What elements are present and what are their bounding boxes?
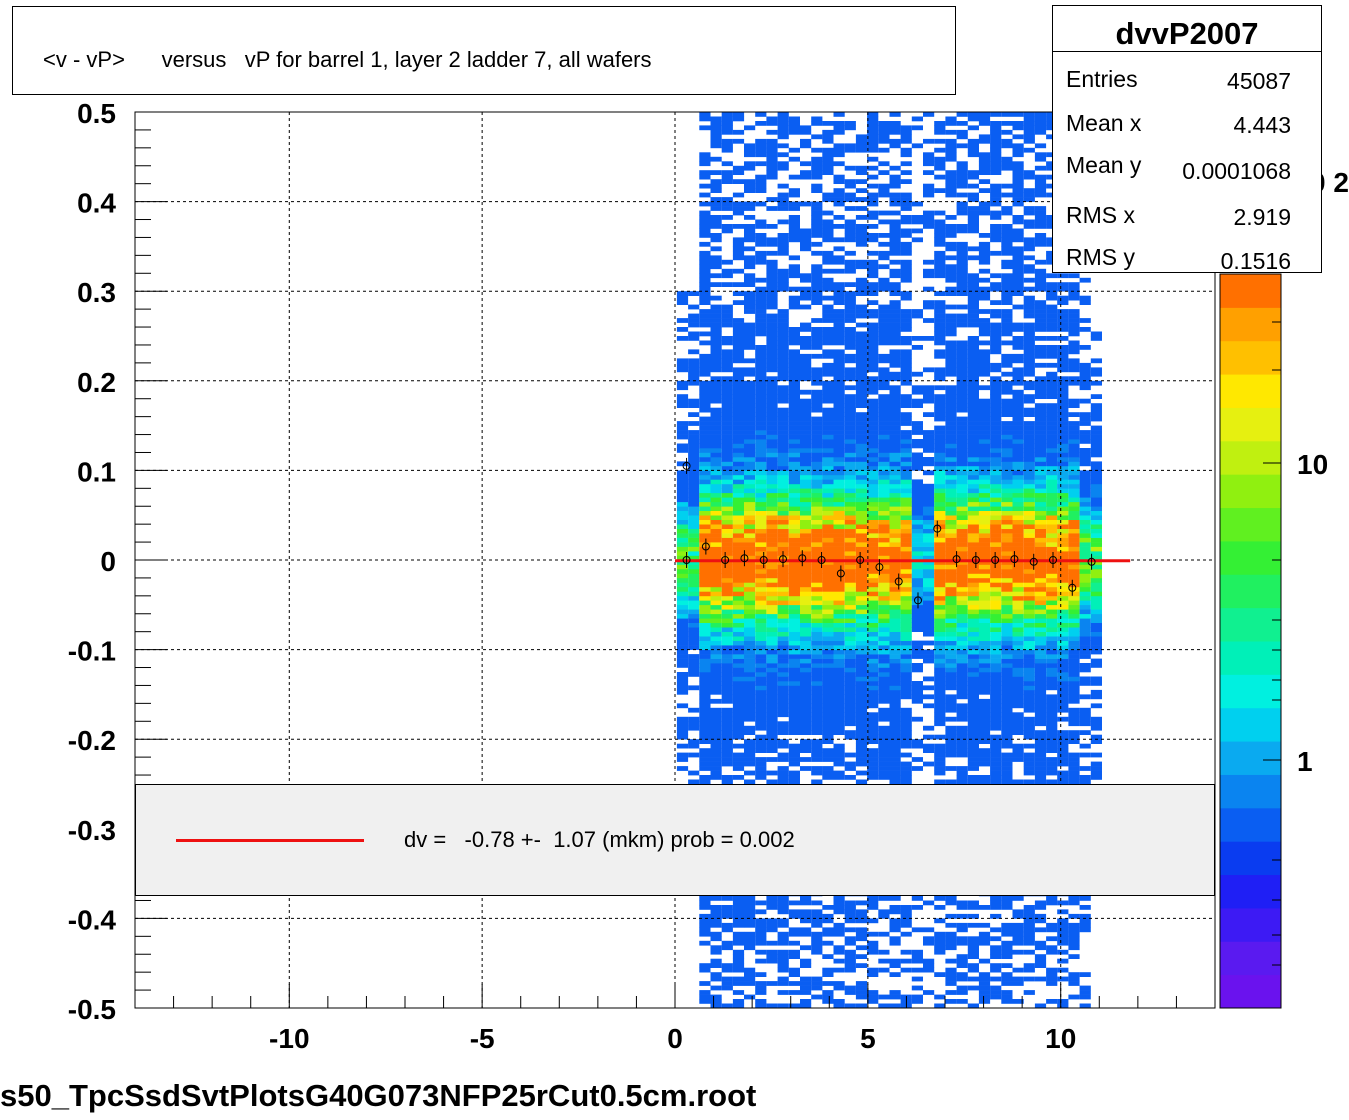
x-tick-label: 10 [1045, 1023, 1076, 1054]
stat-value-rms-y: 0.1516 [1220, 248, 1291, 274]
plot-title: <v - vP> versus vP for barrel 1, layer 2… [43, 47, 652, 72]
profile-point [759, 556, 768, 564]
profile-point [875, 563, 884, 572]
profile-point [1049, 556, 1057, 564]
stat-value-rms-x: 2.919 [1233, 204, 1291, 230]
profile-point [933, 524, 942, 533]
profile-point [991, 556, 1000, 564]
y-tick-label: 0.2 [77, 367, 116, 398]
stats-title: dvvP2007 [1115, 16, 1259, 51]
x-tick-label: -5 [470, 1023, 495, 1054]
x-tick-label: 0 [667, 1023, 683, 1054]
profile-point [721, 556, 730, 564]
profile-point [817, 556, 826, 564]
profile-point [1029, 557, 1038, 566]
y-tick-label: -0.5 [68, 994, 116, 1025]
stat-value-entries: 45087 [1227, 68, 1291, 94]
colorbar-tick-label: 1 [1297, 746, 1313, 777]
profile-point [952, 555, 961, 564]
plot-title-box: <v - vP> versus vP for barrel 1, layer 2… [12, 6, 956, 95]
y-tick-label: -0.1 [68, 636, 116, 667]
profile-point [1068, 583, 1077, 592]
stats-separator [1053, 51, 1321, 52]
profile-point [856, 556, 865, 564]
profile-point [701, 542, 710, 551]
profile-point [914, 596, 922, 605]
y-tick-label: -0.2 [68, 725, 116, 756]
y-tick-label: -0.4 [68, 904, 117, 935]
y-tick-label: -0.3 [68, 815, 116, 846]
y-tick-label: 0.5 [77, 98, 116, 129]
axes [134, 111, 1216, 1009]
y-tick-label: 0 [100, 546, 116, 577]
profile-points [682, 457, 1096, 609]
profile-point [894, 577, 903, 586]
profile-point [971, 556, 980, 564]
x-tick-label: -10 [269, 1023, 309, 1054]
profile-point [740, 554, 749, 563]
x-tick-labels: -10 -5 0 5 10 [269, 1023, 1076, 1054]
stat-label-mean-y: Mean y [1066, 152, 1142, 178]
stat-label-entries: Entries [1066, 66, 1138, 92]
profile-point [1087, 557, 1096, 566]
stat-label-rms-y: RMS y [1066, 244, 1135, 270]
legend-fit-text: dv = -0.78 +- 1.07 (mkm) prob = 0.002 [404, 827, 795, 852]
stat-label-mean-x: Mean x [1066, 110, 1142, 136]
stat-label-rms-x: RMS x [1066, 202, 1135, 228]
profile-point [682, 461, 691, 470]
y-tick-label: 0.1 [77, 456, 116, 487]
legend-box: dv = -0.78 +- 1.07 (mkm) prob = 0.002 [135, 784, 1215, 896]
colorbar-tick-label: 10 [1297, 449, 1328, 480]
profile-point [1010, 555, 1019, 564]
profile-point [779, 555, 787, 564]
y-tick-labels: 0.5 0.4 0.3 0.2 0.1 0 -0.1 -0.2 -0.3 -0.4 -0.5 [68, 98, 117, 1025]
profile-point [798, 554, 807, 563]
profile-point [682, 556, 691, 564]
stats-box: dvvP2007 Entries 45087 Mean x 4.443 Mean… [1052, 5, 1322, 274]
profile-point [836, 569, 845, 578]
y-tick-label: 0.3 [77, 277, 116, 308]
stat-value-mean-y: 0.0001068 [1182, 158, 1291, 184]
legend-fit-line-swatch [176, 839, 364, 842]
footer-filename: s50_TpcSsdSvtPlotsG40G073NFP25rCut0.5cm.… [0, 1078, 757, 1113]
y-tick-label: 0.4 [77, 188, 116, 219]
stat-value-mean-x: 4.443 [1233, 112, 1291, 138]
x-tick-label: 5 [860, 1023, 876, 1054]
